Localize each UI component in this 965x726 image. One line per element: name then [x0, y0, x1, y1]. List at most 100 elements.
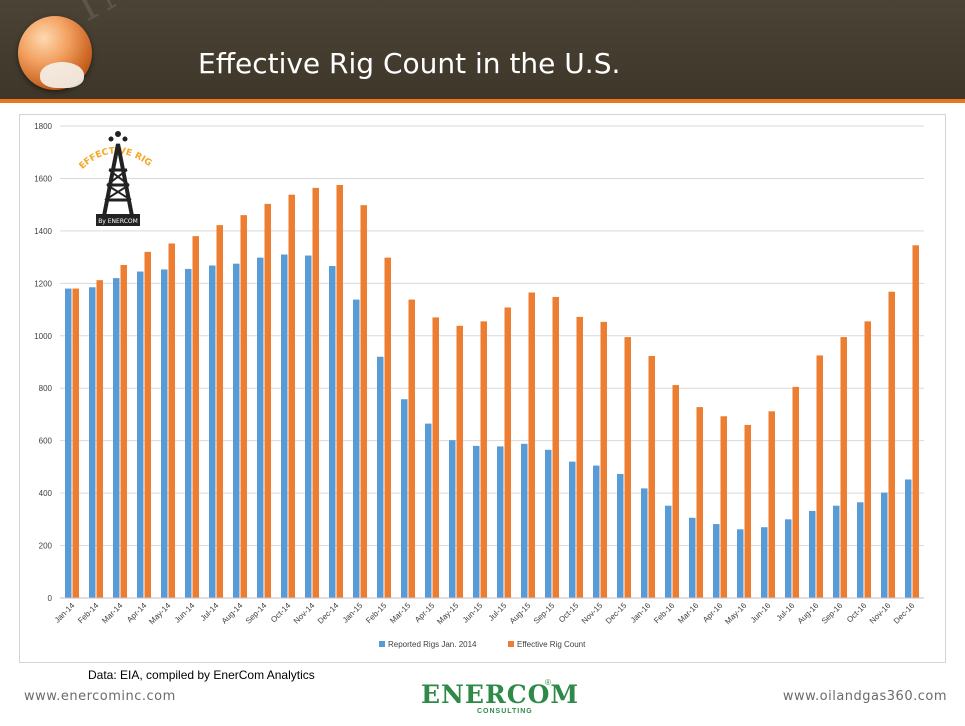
rig-logo-text: EFFECTIVE RIG COUNT — [58, 130, 156, 172]
bar-effective — [192, 236, 199, 598]
slide-title: Effective Rig Count in the U.S. — [198, 47, 621, 80]
bar-reported — [737, 529, 744, 598]
bar-reported — [329, 266, 336, 598]
x-tick-label: Sep-15 — [532, 601, 557, 626]
bar-reported — [617, 473, 624, 598]
bar-reported — [641, 488, 648, 598]
bar-reported — [305, 255, 312, 598]
x-tick-label: Aug-16 — [796, 601, 821, 626]
bar-reported — [161, 269, 168, 598]
brand-registered-mark: ® — [545, 678, 551, 687]
bar-reported — [689, 517, 696, 598]
bar-effective — [168, 243, 175, 598]
x-tick-label: Apr-15 — [413, 601, 437, 625]
bar-reported — [209, 265, 216, 598]
bar-reported — [137, 271, 144, 598]
bar-effective — [576, 316, 583, 598]
bar-reported — [257, 257, 264, 598]
bar-reported — [881, 492, 888, 598]
rig-logo-by: By ENERCOM — [98, 218, 138, 225]
bar-effective — [144, 251, 151, 598]
x-tick-label: Jun-15 — [461, 601, 485, 625]
bar-effective — [840, 337, 847, 598]
header-accent-stripe — [0, 99, 965, 103]
bar-effective — [432, 317, 439, 598]
bar-effective — [96, 280, 103, 598]
bar-reported — [449, 440, 456, 598]
bar-reported — [473, 445, 480, 598]
x-tick-label: Aug-15 — [508, 601, 533, 626]
y-tick-label: 1200 — [34, 279, 52, 288]
x-tick-label: Oct-16 — [845, 601, 869, 625]
brand-subtitle: CONSULTING — [477, 708, 533, 715]
x-tick-label: Dec-16 — [892, 601, 917, 626]
y-tick-label: 0 — [48, 594, 53, 603]
svg-text:EFFECTIVE RIG COUNT: EFFECTIVE RIG COUNT — [58, 130, 156, 172]
x-tick-label: Nov-14 — [292, 601, 317, 626]
bar-effective — [672, 385, 679, 598]
bar-effective — [888, 291, 895, 598]
header-watermark: INDUSTRIES — [70, 0, 386, 31]
bar-effective — [456, 325, 463, 598]
bar-effective — [744, 424, 751, 598]
bar-effective — [312, 187, 319, 598]
bar-effective — [504, 307, 511, 598]
bar-effective — [336, 185, 343, 598]
x-tick-label: Jun-16 — [749, 601, 773, 625]
bar-effective — [912, 245, 919, 599]
bar-effective — [624, 337, 631, 598]
bar-reported — [65, 288, 72, 598]
bar-effective — [216, 225, 223, 598]
x-tick-label: Jul-15 — [487, 601, 509, 623]
bar-effective — [528, 292, 535, 598]
x-tick-label: Apr-14 — [125, 601, 149, 625]
bar-effective — [360, 205, 367, 598]
bar-reported — [833, 505, 840, 598]
x-tick-label: Jun-14 — [173, 601, 197, 625]
x-tick-label: Jan-16 — [629, 601, 653, 625]
bar-effective — [816, 355, 823, 598]
legend-label: Reported Rigs Jan. 2014 — [388, 640, 477, 649]
bar-effective — [720, 416, 727, 598]
enercom-consulting-logo: ENERCOM ® CONSULTING — [413, 676, 578, 720]
bar-reported — [281, 254, 288, 598]
slide-header: INDUSTRIES Effective Rig Count in the U.… — [0, 0, 965, 99]
x-tick-label: Feb-15 — [364, 601, 389, 626]
y-tick-label: 1800 — [34, 122, 52, 131]
bar-reported — [425, 423, 432, 598]
bar-effective — [384, 257, 391, 598]
y-tick-label: 800 — [39, 384, 53, 393]
data-source-note: Data: EIA, compiled by EnerCom Analytics — [88, 668, 315, 682]
x-tick-label: Dec-14 — [316, 601, 341, 626]
bar-effective — [864, 321, 871, 598]
bar-effective — [480, 321, 487, 598]
bar-reported — [401, 399, 408, 598]
y-tick-label: 200 — [39, 542, 53, 551]
bar-effective — [288, 194, 295, 599]
x-tick-label: Mar-15 — [388, 601, 413, 626]
bar-reported — [761, 527, 768, 598]
y-tick-label: 1000 — [34, 332, 52, 341]
x-tick-label: Dec-15 — [604, 601, 629, 626]
bar-reported — [233, 263, 240, 598]
bar-reported — [185, 268, 192, 598]
x-tick-label: Mar-16 — [676, 601, 701, 626]
y-tick-label: 400 — [39, 489, 53, 498]
bar-reported — [521, 443, 528, 598]
y-tick-label: 600 — [39, 437, 53, 446]
legend-swatch — [379, 641, 385, 647]
x-tick-label: Aug-14 — [220, 601, 245, 626]
bar-reported — [89, 287, 96, 598]
bar-effective — [72, 288, 79, 598]
x-tick-label: Feb-16 — [652, 601, 677, 626]
bar-reported — [809, 510, 816, 598]
bar-reported — [377, 356, 384, 598]
x-tick-label: Feb-14 — [76, 601, 101, 626]
x-tick-label: May-15 — [435, 601, 461, 627]
bar-effective — [696, 407, 703, 598]
bar-reported — [497, 446, 504, 598]
bar-reported — [905, 479, 912, 598]
x-tick-label: Jul-16 — [775, 601, 797, 623]
bar-effective — [408, 299, 415, 598]
